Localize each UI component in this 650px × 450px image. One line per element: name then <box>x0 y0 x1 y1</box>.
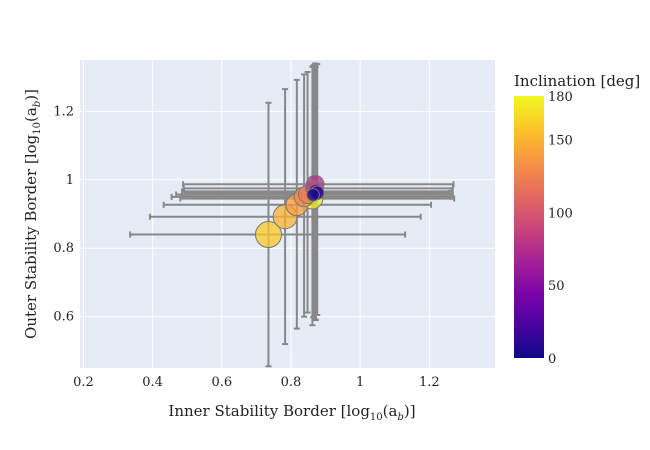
x-tick-label: 0.8 <box>281 375 302 390</box>
data-point <box>254 221 282 249</box>
y-tick-label: 1.2 <box>53 104 74 119</box>
x-tick-label: 0.4 <box>142 375 163 390</box>
y-tick-label: 0.8 <box>53 241 74 256</box>
x-axis-title: Inner Stability Border [log10(ab)] <box>168 402 415 423</box>
y-tick-label: 0.6 <box>53 310 74 325</box>
colorbar-tick-label: 150 <box>548 134 573 149</box>
y-tick-labels: 0.6 0.8 1 1.2 <box>53 104 74 324</box>
colorbar-tick-label: 50 <box>548 279 565 294</box>
colorbar <box>514 96 544 358</box>
data-points <box>129 62 456 368</box>
colorbar-tick-label: 100 <box>548 206 573 221</box>
x-tick-label: 1.2 <box>419 375 440 390</box>
x-tick-label: 0.6 <box>211 375 232 390</box>
x-tick-labels: 0.2 0.4 0.6 0.8 1 1.2 <box>73 375 440 390</box>
colorbar-tick-label: 180 <box>548 90 573 105</box>
colorbar-tick-label: 0 <box>548 352 556 367</box>
colorbar-title: Inclination [deg] <box>514 72 640 90</box>
grid <box>80 60 495 368</box>
y-tick-label: 1 <box>66 173 74 188</box>
data-point <box>306 188 320 202</box>
colorbar-tick-labels: 0 50 100 150 180 <box>548 90 573 367</box>
x-tick-label: 1 <box>356 375 364 390</box>
y-axis-title: Outer Stability Border [log10(ab)] <box>22 89 43 339</box>
x-tick-label: 0.2 <box>73 375 94 390</box>
